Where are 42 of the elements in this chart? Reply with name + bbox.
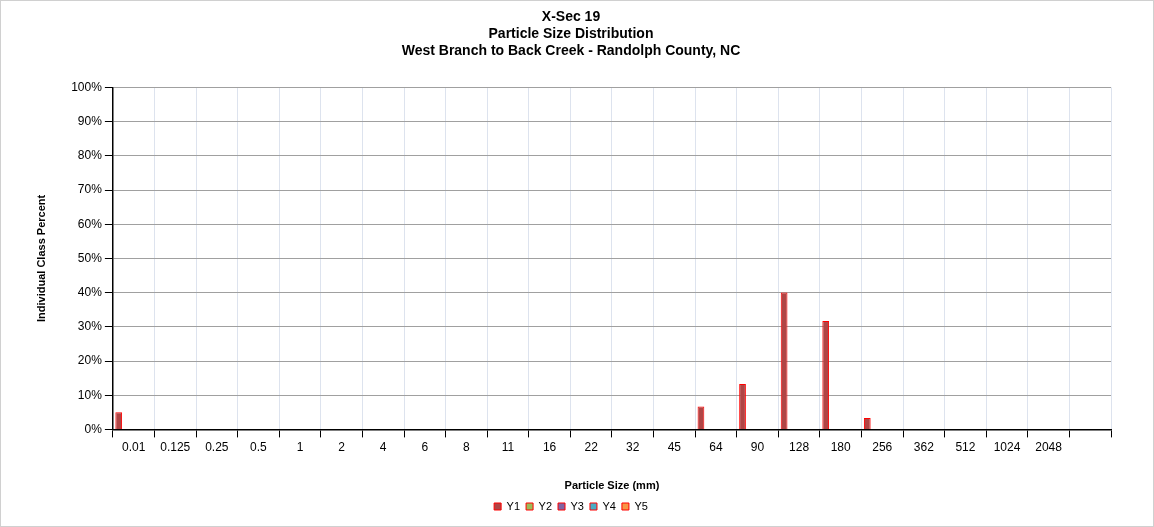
legend-label: Y1 xyxy=(506,499,521,512)
y-tick-label: 90% xyxy=(77,113,103,128)
y-tick-label: 10% xyxy=(77,387,103,402)
y-tick-label: 0% xyxy=(84,421,103,436)
x-tick-label: 1 xyxy=(296,439,304,454)
y-tick-label: 60% xyxy=(77,216,103,231)
x-tick-label: 362 xyxy=(913,439,935,454)
x-tick-label: 0.25 xyxy=(205,439,229,454)
x-tick-label: 512 xyxy=(955,439,976,454)
y-tick-label: 20% xyxy=(77,353,103,368)
legend-label: Y3 xyxy=(570,499,584,512)
x-tick-label: 16 xyxy=(542,439,557,454)
x-tick-label: 45 xyxy=(667,439,682,454)
x-tick-label: 4 xyxy=(379,439,387,454)
x-tick-label: 22 xyxy=(584,439,599,454)
legend-label: Y2 xyxy=(538,499,553,512)
x-tick-label: 0.125 xyxy=(160,439,191,454)
chart-title: X-Sec 19 Particle Size Distribution West Branch to Back Creek - Randolph County, NC xyxy=(401,8,741,58)
legend-label: Y4 xyxy=(602,499,616,512)
legend-label: Y5 xyxy=(634,499,648,512)
x-tick-label: 256 xyxy=(872,439,893,454)
y-tick-label: 30% xyxy=(77,319,103,334)
x-tick-label: 0.01 xyxy=(122,439,146,454)
y-tick-label: 70% xyxy=(77,182,103,197)
y-axis-title: Individual Class Percent xyxy=(34,194,47,322)
x-tick-label: 90 xyxy=(750,439,765,454)
x-tick-label: 180 xyxy=(830,439,852,454)
x-tick-label: 2 xyxy=(338,439,346,454)
x-tick-label: 6 xyxy=(421,439,429,454)
x-tick-label: 1024 xyxy=(993,439,1021,454)
y-tick-label: 80% xyxy=(77,148,103,163)
x-tick-label: 11 xyxy=(501,439,515,454)
x-tick-label: 64 xyxy=(709,439,723,454)
x-tick-label: 32 xyxy=(626,439,640,454)
y-tick-label: 100% xyxy=(71,79,103,94)
x-tick-label: 128 xyxy=(789,439,810,454)
y-tick-label: 40% xyxy=(77,284,103,299)
x-tick-label: 2048 xyxy=(1035,439,1063,454)
x-axis-title: Particle Size (mm) xyxy=(564,479,660,492)
x-tick-label: 8 xyxy=(463,439,471,454)
x-tick-label: 0.5 xyxy=(250,439,268,454)
y-tick-label: 50% xyxy=(77,250,103,265)
